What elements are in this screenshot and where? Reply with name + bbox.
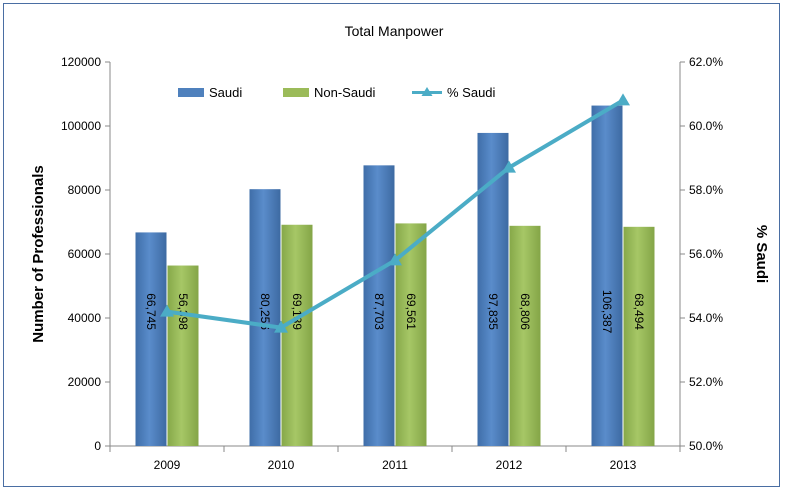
bar-nonsaudi bbox=[281, 224, 313, 446]
x-axis: 2009 2010 2011 2012 2013 bbox=[109, 445, 681, 472]
x-tick-label: 2013 bbox=[610, 458, 637, 472]
y2-tick-label: 56.0% bbox=[689, 247, 723, 261]
y-tick-label: 20000 bbox=[68, 375, 102, 389]
y2-axis-label: % Saudi bbox=[753, 225, 770, 283]
data-label-nonsaudi: 69,561 bbox=[404, 293, 418, 330]
y-tick-label: 100000 bbox=[61, 119, 101, 133]
bar-saudi bbox=[591, 105, 623, 447]
data-label-nonsaudi: 68,494 bbox=[632, 293, 646, 330]
y2-tick-label: 50.0% bbox=[689, 439, 723, 453]
y2-tick-label: 54.0% bbox=[689, 311, 723, 325]
percent-line bbox=[160, 93, 630, 333]
x-tick-label: 2010 bbox=[268, 458, 295, 472]
bar-nonsaudi bbox=[623, 226, 655, 446]
legend-swatch-nonsaudi bbox=[283, 88, 309, 97]
legend-label-percent: % Saudi bbox=[447, 85, 496, 100]
percent-line-marker bbox=[616, 93, 630, 106]
percent-line-marker bbox=[502, 160, 516, 173]
legend-marker-percent bbox=[421, 87, 433, 96]
bar-saudi bbox=[135, 232, 167, 446]
bar-nonsaudi bbox=[167, 265, 199, 446]
percent-line-marker bbox=[160, 304, 174, 317]
y2-tick-label: 52.0% bbox=[689, 375, 723, 389]
y-tick-label: 80000 bbox=[68, 183, 102, 197]
legend-label-saudi: Saudi bbox=[209, 85, 242, 100]
y-tick-label: 0 bbox=[94, 439, 101, 453]
bar-saudi bbox=[477, 132, 509, 447]
y-tick-label: 60000 bbox=[68, 247, 102, 261]
data-label-nonsaudi: 69,139 bbox=[290, 293, 304, 330]
y-axis-label: Number of Professionals bbox=[30, 165, 47, 343]
bar-nonsaudi bbox=[509, 225, 541, 446]
percent-line-marker bbox=[388, 253, 402, 266]
data-label-nonsaudi: 68,806 bbox=[518, 293, 532, 330]
legend: Saudi Non-Saudi % Saudi bbox=[178, 85, 496, 100]
bar-saudi bbox=[363, 165, 395, 446]
x-tick-label: 2009 bbox=[154, 458, 181, 472]
y-axis: 0 20000 40000 60000 80000 100000 120000 bbox=[61, 55, 111, 453]
bar-saudi bbox=[249, 189, 281, 447]
y-tick-label: 40000 bbox=[68, 311, 102, 325]
y2-tick-label: 62.0% bbox=[689, 55, 723, 69]
chart-title: Total Manpower bbox=[345, 23, 444, 39]
data-label-saudi: 106,387 bbox=[600, 290, 614, 334]
y2-axis: 50.0% 52.0% 54.0% 56.0% 58.0% 60.0% 62.0% bbox=[679, 55, 723, 453]
data-label-saudi: 80,256 bbox=[258, 293, 272, 330]
y2-tick-label: 58.0% bbox=[689, 183, 723, 197]
data-label-saudi: 97,835 bbox=[486, 293, 500, 330]
percent-line-marker bbox=[274, 320, 288, 333]
percent-line-path bbox=[166, 98, 625, 330]
legend-swatch-saudi bbox=[178, 88, 204, 97]
data-label-saudi: 87,703 bbox=[372, 293, 386, 330]
data-label-saudi: 66,745 bbox=[144, 293, 158, 330]
y-tick-label: 120000 bbox=[61, 55, 101, 69]
bar-nonsaudi bbox=[395, 223, 427, 446]
x-tick-label: 2012 bbox=[496, 458, 523, 472]
data-label-nonsaudi: 56,398 bbox=[176, 293, 190, 330]
x-tick-label: 2011 bbox=[382, 458, 408, 472]
y2-tick-label: 60.0% bbox=[689, 119, 723, 133]
legend-label-nonsaudi: Non-Saudi bbox=[314, 85, 376, 100]
bars: 66,745 56,398 80,256 69,139 87,703 69,561 97,8… bbox=[135, 105, 655, 447]
